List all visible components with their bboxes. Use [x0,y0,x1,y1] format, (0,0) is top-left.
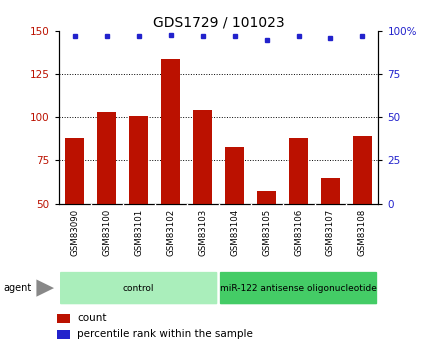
FancyBboxPatch shape [60,272,217,304]
Text: percentile rank within the sample: percentile rank within the sample [77,329,252,339]
Bar [320,178,339,204]
Bar [193,110,212,204]
Text: GSM83100: GSM83100 [102,209,111,256]
Text: GSM83101: GSM83101 [134,209,143,256]
Text: count: count [77,313,106,323]
Text: GSM83104: GSM83104 [230,209,239,256]
Bar [288,138,307,204]
Polygon shape [36,279,54,297]
Bar [161,59,180,204]
Text: GSM83106: GSM83106 [293,209,302,256]
Title: GDS1729 / 101023: GDS1729 / 101023 [152,16,284,30]
Text: control: control [123,284,154,293]
Text: GSM83107: GSM83107 [325,209,334,256]
Bar [129,116,148,204]
Bar [97,112,116,204]
Bar [57,330,70,339]
Text: agent: agent [3,283,31,293]
Text: GSM83102: GSM83102 [166,209,175,256]
Text: GSM83103: GSM83103 [197,209,207,256]
Bar [57,314,70,323]
Text: GSM83105: GSM83105 [261,209,270,256]
FancyBboxPatch shape [219,272,376,304]
Bar [65,138,84,204]
Bar [352,136,371,204]
Text: GSM83108: GSM83108 [357,209,366,256]
Bar [224,147,243,204]
Bar [256,191,276,204]
Text: miR-122 antisense oligonucleotide: miR-122 antisense oligonucleotide [220,284,376,293]
Text: GSM83090: GSM83090 [70,209,79,256]
